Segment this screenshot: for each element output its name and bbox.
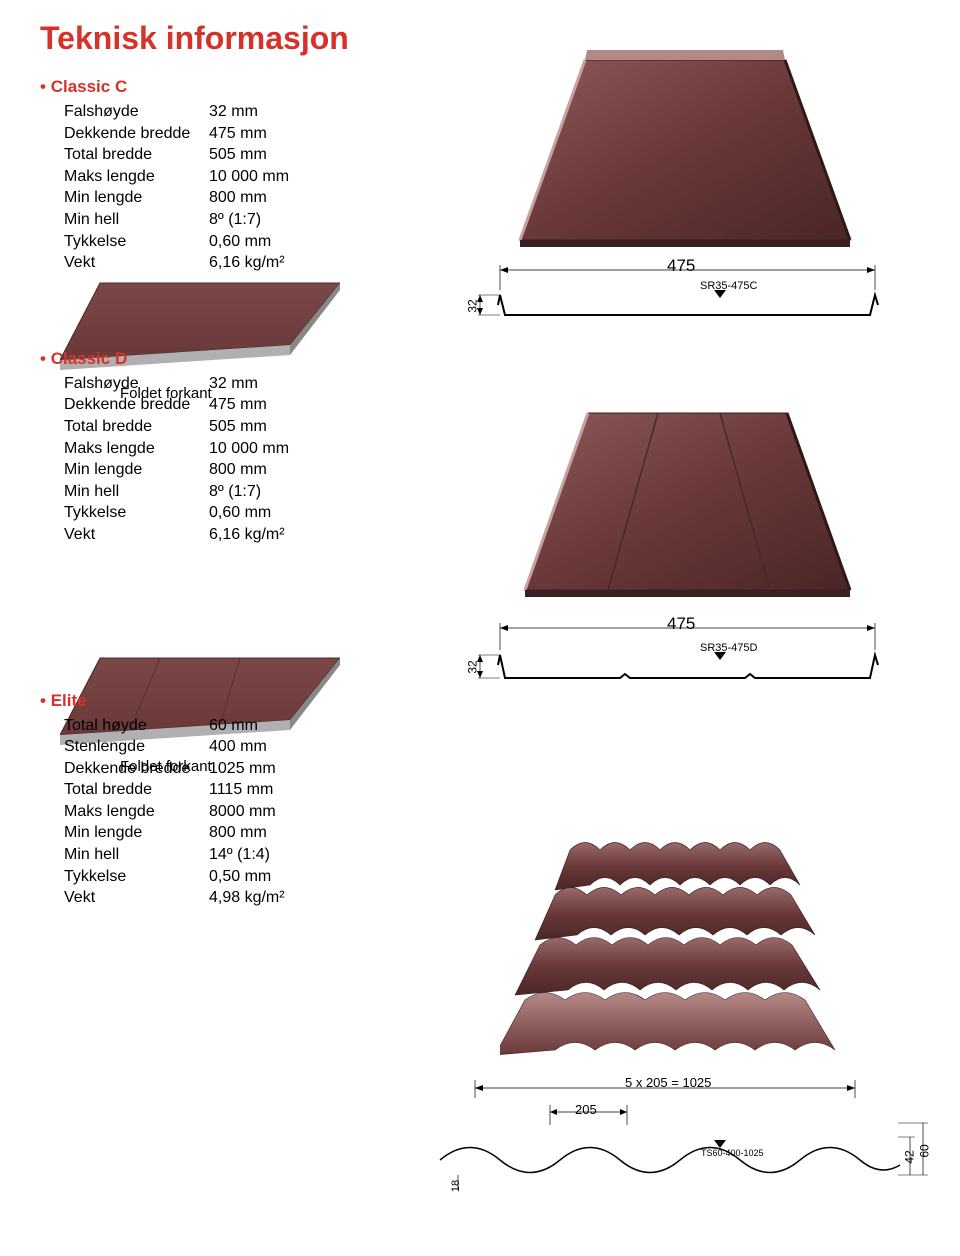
profile-code-c: SR35-475C <box>700 280 757 292</box>
spec-label: Vekt <box>64 524 209 546</box>
elite-cross-section <box>420 1080 930 1220</box>
spec-value: 400 mm <box>209 736 267 758</box>
elite-3d-illustration <box>500 830 860 1070</box>
spec-value: 8º (1:7) <box>209 481 261 503</box>
spec-label: Min hell <box>64 209 209 231</box>
elite-height-step: 18 <box>450 1180 462 1192</box>
spec-label: Min lengde <box>64 459 209 481</box>
page: Teknisk informasjon Classic C Falshøyde3… <box>0 0 960 1256</box>
spec-value: 800 mm <box>209 459 267 481</box>
elite-profile-code: TS60-400-1025 <box>701 1148 764 1158</box>
spec-value: 10 000 mm <box>209 166 289 188</box>
spec-value: 0,50 mm <box>209 866 271 888</box>
spec-label: Tykkelse <box>64 231 209 253</box>
spec-value: 14º (1:4) <box>209 844 270 866</box>
spec-label: Falshøyde <box>64 101 209 123</box>
spec-label: Dekkende bredde <box>64 123 209 145</box>
spec-label: Vekt <box>64 252 209 274</box>
spec-label: Falshøyde <box>64 373 209 395</box>
spec-value: 6,16 kg/m² <box>209 252 285 274</box>
spec-label: Vekt <box>64 887 209 909</box>
dim-width-d: 475 <box>667 614 695 634</box>
spec-label: Min hell <box>64 481 209 503</box>
spec-value: 1115 mm <box>209 779 273 801</box>
spec-value: 60 mm <box>209 715 258 737</box>
spec-label: Total bredde <box>64 416 209 438</box>
elite-height-total: 60 <box>918 1144 932 1157</box>
dim-height-d: 32 <box>466 660 480 673</box>
dim-width-c: 475 <box>667 256 695 276</box>
heading-elite: Elite <box>40 691 920 711</box>
spec-row: Dekkende bredde1025 mm <box>64 758 920 780</box>
spec-value: 0,60 mm <box>209 231 271 253</box>
dim-height-c: 32 <box>466 299 480 312</box>
spec-label: Total bredde <box>64 779 209 801</box>
profile-code-d: SR35-475D <box>700 642 757 654</box>
spec-label: Maks lengde <box>64 438 209 460</box>
spec-label: Tykkelse <box>64 866 209 888</box>
heading-classic-d: Classic D <box>40 349 920 369</box>
spec-row: Total høyde60 mm <box>64 715 920 737</box>
spec-label: Maks lengde <box>64 166 209 188</box>
spec-label: Stenlengde <box>64 736 209 758</box>
spec-row: Stenlengde400 mm <box>64 736 920 758</box>
spec-row: Falshøyde32 mm <box>64 373 920 395</box>
spec-value: 6,16 kg/m² <box>209 524 285 546</box>
spec-value: 8º (1:7) <box>209 209 261 231</box>
spec-value: 32 mm <box>209 101 258 123</box>
spec-value: 1025 mm <box>209 758 276 780</box>
classic-c-3d-illustration <box>515 50 855 250</box>
spec-value: 505 mm <box>209 416 267 438</box>
spec-value: 475 mm <box>209 123 267 145</box>
classic-d-3d-illustration <box>520 405 855 600</box>
spec-label: Min lengde <box>64 187 209 209</box>
spec-value: 505 mm <box>209 144 267 166</box>
elite-module-expr: 5 x 205 = 1025 <box>625 1075 711 1090</box>
spec-label: Min lengde <box>64 822 209 844</box>
spec-label: Min hell <box>64 844 209 866</box>
spec-label: Dekkende bredde <box>64 758 209 780</box>
spec-value: 0,60 mm <box>209 502 271 524</box>
spec-row: Maks lengde8000 mm <box>64 801 920 823</box>
spec-value: 4,98 kg/m² <box>209 887 285 909</box>
spec-value: 10 000 mm <box>209 438 289 460</box>
spec-value: 800 mm <box>209 822 267 844</box>
spec-value: 800 mm <box>209 187 267 209</box>
elite-height-wave: 42 <box>903 1150 917 1163</box>
spec-value: 32 mm <box>209 373 258 395</box>
spec-value: 8000 mm <box>209 801 276 823</box>
spec-label: Total høyde <box>64 715 209 737</box>
spec-value: 475 mm <box>209 394 267 416</box>
spec-label: Tykkelse <box>64 502 209 524</box>
spec-label: Dekkende bredde <box>64 394 209 416</box>
spec-label: Total bredde <box>64 144 209 166</box>
spec-row: Total bredde1115 mm <box>64 779 920 801</box>
spec-label: Maks lengde <box>64 801 209 823</box>
elite-module-width: 205 <box>575 1102 597 1117</box>
